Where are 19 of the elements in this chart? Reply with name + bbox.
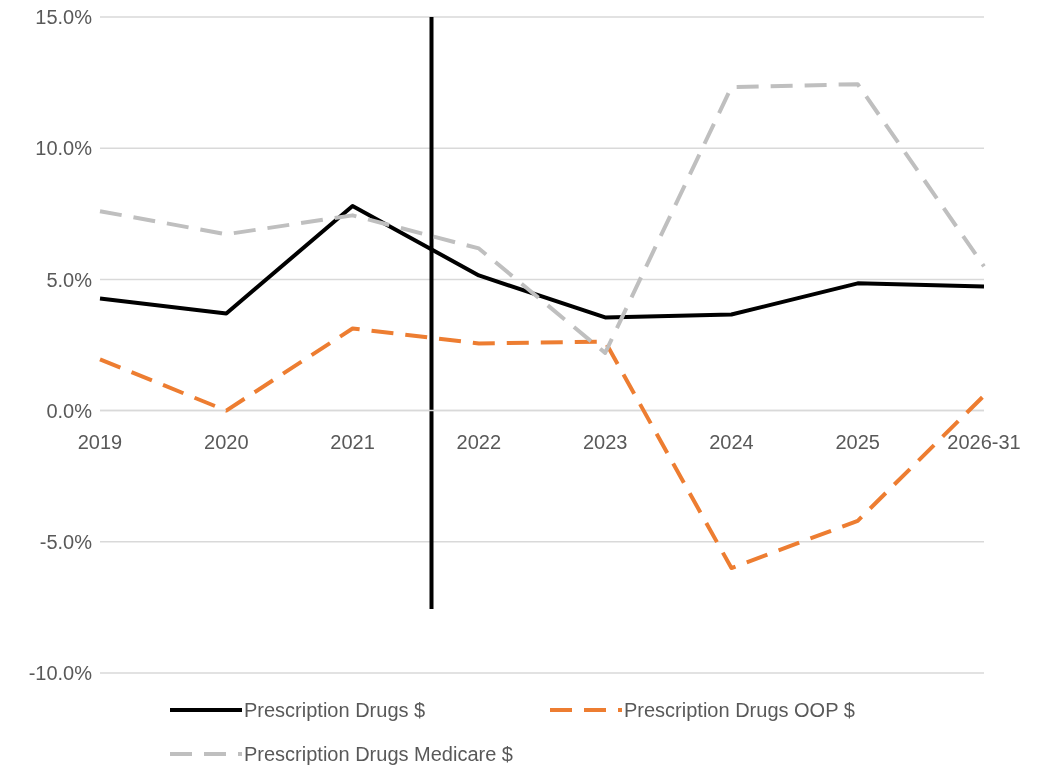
legend-label: Prescription Drugs Medicare $ <box>244 742 513 766</box>
x-tick-label: 2019 <box>77 430 123 453</box>
y-tick-label: 10.0% <box>35 137 93 160</box>
legend-label: Prescription Drugs $ <box>244 698 426 722</box>
y-tick-label: -5.0% <box>39 530 93 553</box>
line-series <box>98 82 986 355</box>
x-tick-label: 2025 <box>835 430 880 453</box>
y-tick-label: 15.0% <box>35 6 93 29</box>
x-tick-label: 2024 <box>709 430 754 453</box>
y-tick-label: 0.0% <box>46 399 93 422</box>
x-tick-label: 2023 <box>582 430 628 453</box>
x-tick-label: 2021 <box>330 430 375 453</box>
y-tick-label: -10.0% <box>28 662 93 685</box>
legend-label: Prescription Drugs OOP $ <box>624 698 855 722</box>
x-tick-label: 2020 <box>204 430 249 453</box>
line-series <box>98 203 986 320</box>
x-tick-label: 2022 <box>456 430 502 453</box>
y-tick-label: 5.0% <box>46 268 93 291</box>
x-tick-label: 2026-31 <box>947 430 1021 453</box>
